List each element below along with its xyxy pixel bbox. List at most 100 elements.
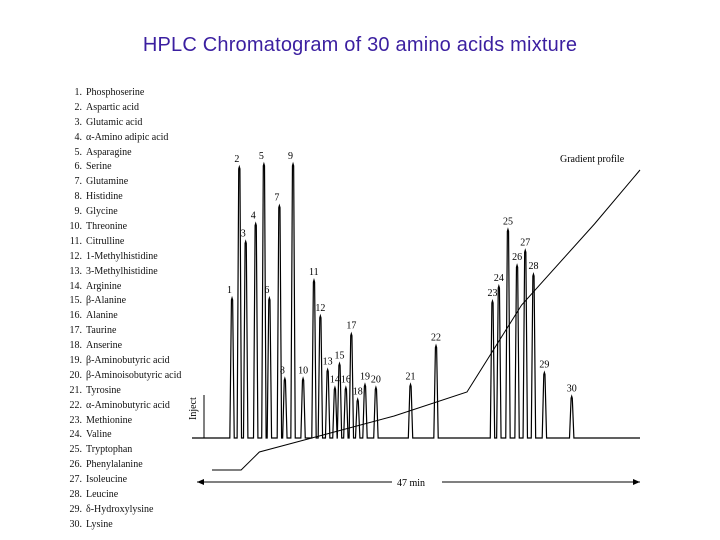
peak-label: 21 [406,371,416,382]
legend-item: 11. Citrulline [58,235,208,250]
legend-name: δ-Hydroxylysine [86,503,154,515]
page-title: HPLC Chromatogram of 30 amino acids mixt… [142,34,578,56]
legend-item: 23. Methionine [58,414,208,429]
peak-label: 24 [494,273,504,284]
legend-number: 2. [74,101,83,113]
legend-name: Citrulline [86,235,125,247]
inject-label: Inject [188,397,199,420]
peak-label: 3 [241,228,246,239]
peak-label: 12 [315,303,325,314]
legend-item: 8. Histidine [58,190,208,205]
legend-name: 1-Methylhistidine [86,250,158,262]
legend-name: Anserine [86,340,123,352]
legend-name: α-Amino adipic acid [86,131,169,143]
legend-item: 15. β-Alanine [58,294,208,309]
legend-number: 5. [74,146,83,158]
legend-item: 2. Aspartic acid [58,101,208,116]
gradient-profile-label: Gradient profile [560,154,625,165]
legend-name: α-Aminobutyric acid [86,399,170,411]
peak-label: 9 [288,151,293,162]
peak-label: 14 [330,374,340,385]
legend-name: Histidine [86,191,123,203]
legend-number: 24. [69,429,83,441]
legend-item: 20. β-Aminoisobutyric acid [58,369,208,384]
peak-label: 23 [487,288,497,299]
legend-name: Glutamic acid [86,116,143,128]
legend-name: Valine [86,429,112,441]
legend-item: 6. Serine [58,160,208,175]
legend-name: Threonine [86,221,128,233]
peak-label: 19 [360,371,370,382]
peak-label: 18 [353,386,363,397]
legend-item: 29. δ-Hydroxylysine [58,503,208,518]
legend-name: β-Aminoisobutyric acid [86,369,182,381]
legend-name: Leucine [86,489,119,501]
legend-item: 21. Tyrosine [58,384,208,399]
legend-item: 9. Glycine [58,205,208,220]
legend-item: 3. Glutamic acid [58,116,208,131]
legend-name: Serine [86,161,112,173]
legend-name: Aspartic acid [86,101,140,113]
peak-label: 25 [503,216,513,227]
peak-label: 30 [567,383,577,394]
legend-number: 19. [69,355,83,367]
legend-item: 14. Arginine [58,280,208,295]
legend-number: 9. [74,206,83,218]
peak-label: 13 [323,356,333,367]
legend-name: Arginine [86,280,122,292]
legend-number: 30. [69,518,83,530]
duration-label: 47 min [397,478,425,489]
peak-label: 6 [264,285,269,296]
legend-number: 22. [69,399,83,411]
legend-item: 10. Threonine [58,220,208,235]
legend-item: 16. Alanine [58,309,208,324]
peak-label: 7 [274,193,279,204]
peak-label: 26 [512,252,522,263]
legend-name: Glutamine [86,176,129,188]
legend-item: 25. Tryptophan [58,443,208,458]
legend-number: 1. [74,87,83,98]
legend-number: 25. [69,444,83,456]
peak-label: 1 [227,285,232,296]
peak-label: 15 [334,351,344,362]
peak-label: 27 [520,237,530,248]
legend-number: 15. [69,295,83,307]
legend-name: Asparagine [86,146,132,158]
legend-number: 17. [69,325,83,337]
peak-label: 17 [346,321,356,332]
legend-number: 23. [69,414,83,426]
legend-name: 3-Methylhistidine [86,265,158,277]
legend-item: 13. 3-Methylhistidine [58,265,208,280]
legend-number: 28. [69,489,83,501]
legend-number: 20. [69,369,83,381]
legend-name: Tryptophan [86,444,133,456]
legend-item: 4. α-Amino adipic acid [58,131,208,146]
gradient-profile-line [212,169,641,471]
peak-label: 4 [251,210,256,221]
peak-label: 11 [309,267,319,278]
peak-label: 10 [298,365,308,376]
legend-name: Alanine [86,310,118,322]
legend-item: 7. Glutamine [58,175,208,190]
peak-label: 28 [528,261,538,272]
legend-number: 4. [74,131,83,143]
legend: 1. Phosphoserine 2. Aspartic acid 3. Glutamic… [58,86,208,533]
peak-label: 20 [371,374,381,385]
legend-item: 28. Leucine [58,488,208,503]
legend-name: β-Aminobutyric acid [86,355,170,367]
legend-item: 12. 1-Methylhistidine [58,250,208,265]
legend-name: Tyrosine [86,384,121,396]
legend-number: 6. [74,161,83,173]
legend-number: 26. [69,459,83,471]
legend-number: 7. [74,176,83,188]
legend-item: 26. Phenylalanine [58,458,208,473]
duration-arrow-left [197,479,204,485]
duration-label-bg [392,475,442,489]
peak-label: 5 [259,151,264,162]
peak-label: 29 [539,359,549,370]
legend-number: 14. [69,280,83,292]
peak-label: 16 [341,374,351,385]
legend-name: Glycine [86,206,118,218]
legend-number: 16. [69,310,83,322]
